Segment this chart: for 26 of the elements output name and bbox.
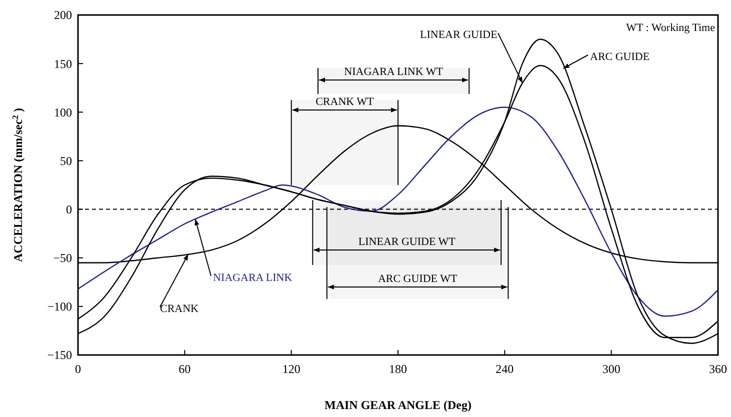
text: LINEAR GUIDE [420,29,498,41]
x-tick-label: 360 [709,362,727,376]
band-label: CRANK WT [316,96,374,108]
x-tick-label: 300 [602,362,620,376]
x-tick-label: 0 [75,362,81,376]
annotation: WT : Working Time [626,22,716,34]
band-label: ARC GUIDE WT [378,273,458,285]
band-label: NIAGARA LINK WT [344,66,444,78]
x-axis-title: MAIN GEAR ANGLE (Deg) [324,398,472,412]
y-tick-label: −100 [47,300,72,314]
y-tick-label: −150 [47,348,72,362]
text: CRANK [160,303,199,315]
y-tick-label: 200 [54,8,72,22]
text: NIAGARA LINK [213,272,292,284]
band-label: LINEAR GUIDE WT [358,236,456,248]
y-tick-label: −50 [53,251,72,266]
x-tick-label: 240 [496,362,514,376]
x-tick-label: 180 [389,362,407,376]
line-series [77,106,719,317]
y-tick-label: 0 [66,202,72,216]
y-tick-label: 150 [54,56,72,71]
legend-label: ARC GUIDE [590,51,650,63]
y-tick-label: 100 [54,105,72,120]
x-tick-label: 60 [178,362,191,376]
x-tick-label: 120 [282,362,300,376]
y-tick-label: 50 [60,154,72,168]
